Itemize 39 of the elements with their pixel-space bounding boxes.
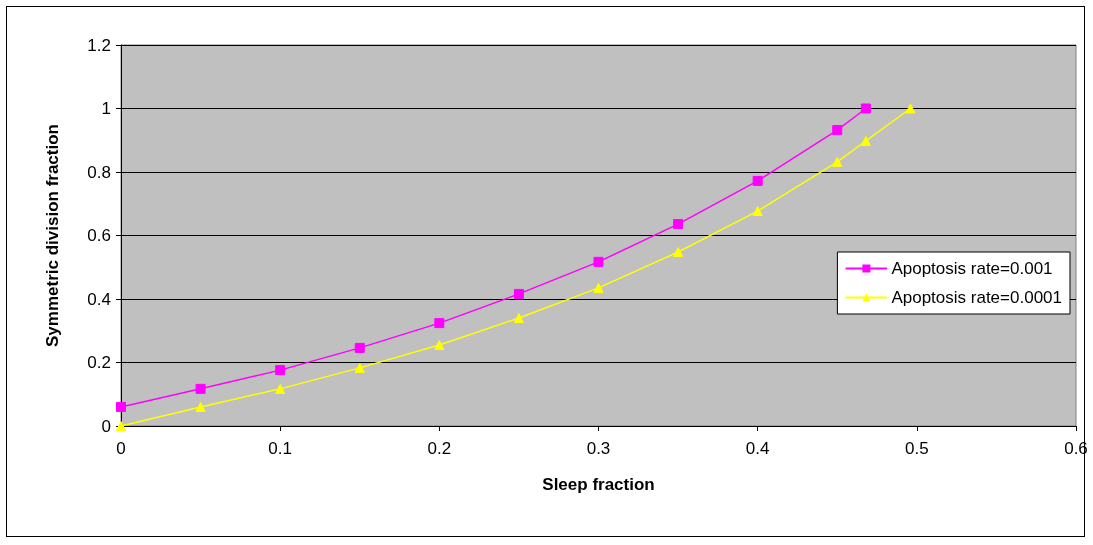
point — [673, 219, 684, 230]
point — [354, 362, 365, 373]
y-tick-label: 0.8 — [87, 162, 111, 182]
point — [275, 365, 286, 376]
point — [434, 340, 445, 351]
point — [860, 103, 871, 114]
point — [275, 383, 286, 394]
point — [513, 288, 524, 299]
y-tick-label: 1 — [101, 99, 111, 118]
x-tick-label: 0.1 — [268, 439, 292, 458]
x-tick-label: 0 — [116, 439, 126, 458]
y-tick-label: 0 — [101, 416, 111, 436]
x-tick-label: 0.2 — [427, 439, 452, 458]
point — [860, 135, 871, 146]
x-tick-label: 0.3 — [586, 439, 611, 458]
point — [513, 313, 524, 324]
point — [116, 401, 126, 412]
point — [752, 206, 763, 217]
y-tick-label: 0.4 — [87, 289, 111, 309]
point — [752, 175, 763, 186]
x-tick-label: 0.4 — [745, 439, 770, 458]
x-tick-label: 0.5 — [905, 439, 929, 458]
point — [593, 256, 604, 267]
y-tick-label: 0.2 — [87, 353, 111, 372]
y-tick-label: 0.6 — [87, 226, 111, 245]
point — [673, 247, 684, 258]
point — [195, 401, 206, 412]
point — [832, 125, 843, 136]
point — [905, 103, 916, 114]
point — [593, 282, 604, 293]
point — [354, 342, 365, 353]
legend-label: Apoptosis rate=0.001 — [891, 259, 1053, 278]
point — [195, 383, 206, 394]
x-axis-title: Sleep fraction — [542, 475, 655, 494]
y-tick-label: 1.2 — [87, 35, 111, 55]
legend-label: Apoptosis rate=0.0001 — [891, 288, 1063, 307]
point — [434, 318, 445, 329]
y-axis-title: Symmetric division fraction — [43, 124, 62, 347]
point — [832, 156, 843, 167]
